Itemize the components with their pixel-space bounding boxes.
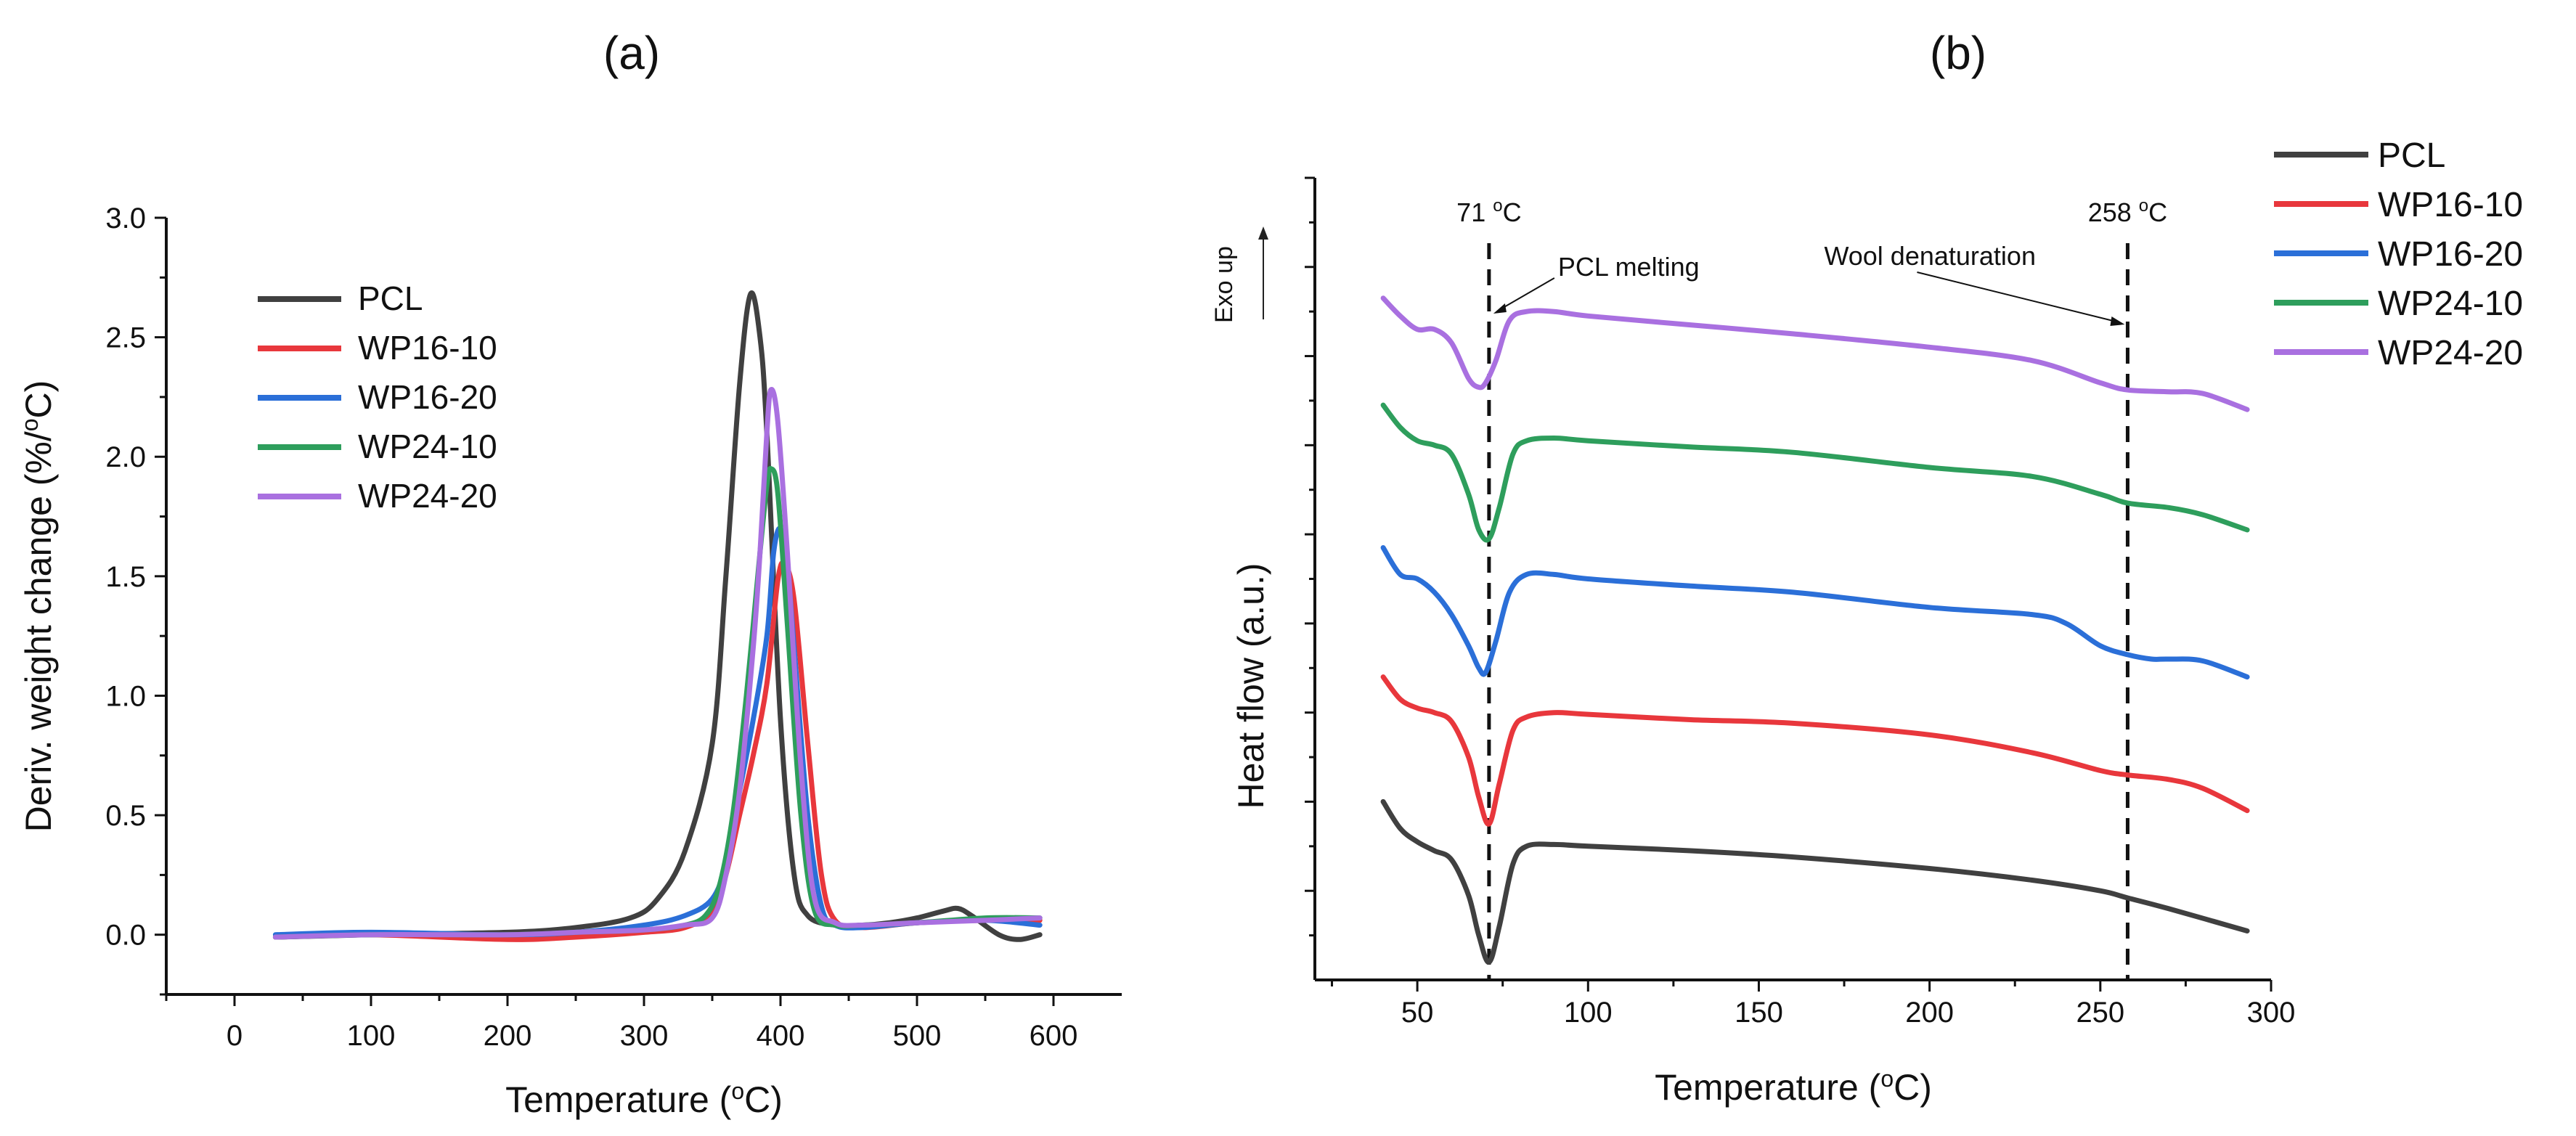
panel-b: (b) 50 100 150 200 250 300 71 oC 258 oC PCL mel… bbox=[1210, 27, 2523, 1108]
panel-a-y-ticks: 0.0 0.5 1.0 1.5 2.0 2.5 3.0 bbox=[105, 203, 166, 996]
panel-a-legend: PCL WP16-10 WP16-20 WP24-10 WP24-20 bbox=[258, 279, 497, 515]
panel-b-x-axis-label: Temperature (oC) bbox=[1655, 1066, 1932, 1108]
x-tick-label: 100 bbox=[347, 1020, 396, 1052]
x-tick-label: 300 bbox=[2247, 997, 2296, 1029]
series-line-wp16-20 bbox=[272, 526, 1043, 938]
legend-label-wp16-10: WP16-10 bbox=[358, 329, 497, 367]
legend-label-wp24-20: WP24-20 bbox=[2378, 334, 2523, 372]
series-line-wp24-10 bbox=[272, 465, 1043, 940]
panel-b-legend: PCL WP16-10 WP16-20 WP24-10 WP24-20 bbox=[2274, 136, 2523, 372]
y-tick-label: 1.5 bbox=[105, 561, 146, 593]
series-line-wp24-20 bbox=[1380, 295, 2250, 412]
y-tick-label: 2.0 bbox=[105, 441, 146, 473]
annotation-arrow-icon bbox=[1493, 303, 1507, 314]
series-line-wp16-10 bbox=[1380, 674, 2250, 827]
legend-label-wp16-10: WP16-10 bbox=[2378, 186, 2523, 224]
panel-b-label: (b) bbox=[1930, 27, 1986, 79]
panel-b-x-ticks: 50 100 150 200 250 300 bbox=[1331, 980, 2296, 1029]
legend-label-wp24-20: WP24-20 bbox=[358, 477, 497, 515]
panel-a-series bbox=[272, 290, 1043, 942]
legend-label-pcl: PCL bbox=[2378, 136, 2445, 175]
series-line-wp16-20 bbox=[1380, 545, 2250, 680]
x-tick-label: 100 bbox=[1564, 997, 1613, 1029]
exo-up-marker: Exo up bbox=[1210, 226, 1268, 323]
panel-b-series bbox=[1380, 295, 2250, 965]
x-tick-label: 200 bbox=[484, 1020, 532, 1052]
y-tick-label: 3.0 bbox=[105, 203, 146, 234]
series-line-pcl bbox=[272, 290, 1043, 942]
series-line-wp16-10 bbox=[272, 560, 1043, 942]
series-line-wp24-10 bbox=[1380, 402, 2250, 543]
y-tick-label: 0.5 bbox=[105, 800, 146, 832]
panel-a: (a) 0 100 200 300 400 500 600 0.0 0.5 1.0 1.5 2.0 2… bbox=[17, 27, 1122, 1120]
y-tick-label: 0.0 bbox=[105, 920, 146, 952]
panel-a-x-ticks: 0 100 200 300 400 500 600 bbox=[165, 994, 1078, 1052]
legend-label-wp16-20: WP16-20 bbox=[358, 378, 497, 416]
panel-a-label: (a) bbox=[603, 27, 660, 79]
annotation-temp-label: 71 oC bbox=[1456, 196, 1521, 227]
series-line-pcl bbox=[1380, 798, 2250, 965]
x-tick-label: 300 bbox=[620, 1020, 669, 1052]
x-tick-label: 600 bbox=[1030, 1020, 1078, 1052]
annotation-arrow-line bbox=[1499, 277, 1555, 311]
annotation-temp-label: 258 oC bbox=[2088, 196, 2167, 227]
legend-label-wp24-10: WP24-10 bbox=[358, 428, 497, 465]
x-tick-label: 400 bbox=[757, 1020, 805, 1052]
x-tick-label: 50 bbox=[1401, 997, 1434, 1029]
y-tick-label: 1.0 bbox=[105, 680, 146, 712]
annotation-arrow-line bbox=[1917, 271, 2119, 323]
x-tick-label: 150 bbox=[1735, 997, 1783, 1029]
exo-up-label: Exo up bbox=[1210, 246, 1238, 323]
panel-b-y-axis-label: Heat flow (a.u.) bbox=[1231, 563, 1271, 809]
annotation-note: Wool denaturation bbox=[1824, 241, 2036, 271]
legend-label-pcl: PCL bbox=[358, 279, 423, 317]
panel-a-axes bbox=[165, 218, 1122, 996]
x-tick-label: 0 bbox=[227, 1020, 242, 1052]
x-tick-label: 250 bbox=[2076, 997, 2124, 1029]
annotation-note: PCL melting bbox=[1558, 252, 1700, 282]
panel-a-y-axis-label: Deriv. weight change (%/oC) bbox=[17, 380, 59, 833]
x-tick-label: 500 bbox=[893, 1020, 942, 1052]
x-tick-label: 200 bbox=[1905, 997, 1954, 1029]
panel-b-annotations: 71 oC 258 oC PCL melting Wool denaturation bbox=[1456, 196, 2167, 980]
legend-label-wp24-10: WP24-10 bbox=[2378, 285, 2523, 323]
panel-a-x-axis-label: Temperature (oC) bbox=[505, 1078, 783, 1120]
exo-up-arrow-icon bbox=[1258, 226, 1268, 240]
annotation-arrow-icon bbox=[2110, 316, 2125, 326]
y-tick-label: 2.5 bbox=[105, 322, 146, 354]
legend-label-wp16-20: WP16-20 bbox=[2378, 235, 2523, 274]
panel-b-y-ticks bbox=[1305, 176, 1315, 937]
series-line-wp24-20 bbox=[272, 387, 1043, 940]
